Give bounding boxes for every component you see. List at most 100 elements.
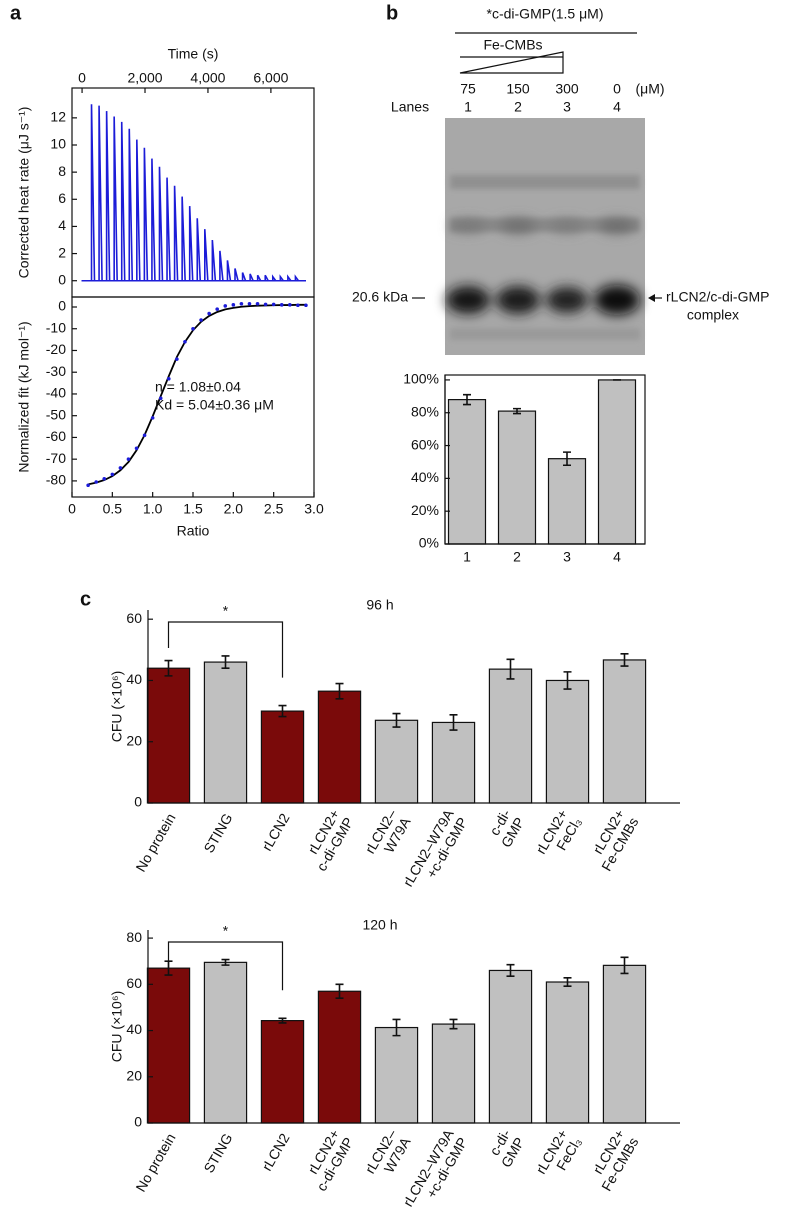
gradient-label: Fe-CMBs bbox=[483, 37, 542, 53]
data-point bbox=[247, 301, 252, 306]
error-bar bbox=[278, 704, 287, 718]
y-tick-label: 20% bbox=[411, 502, 439, 518]
bar bbox=[602, 659, 647, 804]
y-tick-label: 100% bbox=[403, 371, 439, 387]
x-tick-label: 0.5 bbox=[103, 501, 123, 517]
bar bbox=[447, 399, 487, 545]
error-bar bbox=[506, 963, 515, 978]
y-tick-label: 20 bbox=[126, 1067, 142, 1083]
bar bbox=[431, 721, 476, 804]
bar bbox=[146, 967, 191, 1124]
data-point bbox=[102, 476, 107, 481]
heat-spike bbox=[181, 196, 186, 281]
heat-spike bbox=[98, 105, 103, 281]
y-tick-label: 0 bbox=[134, 794, 142, 810]
x-tick-label: rLCN2–W79A+c-di-GMP bbox=[399, 806, 470, 897]
significance-mark: * bbox=[223, 603, 229, 619]
bar bbox=[203, 661, 248, 804]
error-bar bbox=[221, 655, 230, 670]
concentration: 300 bbox=[555, 81, 579, 97]
heat-spike bbox=[241, 272, 247, 281]
bar bbox=[260, 1020, 305, 1124]
band-arrowhead bbox=[648, 294, 655, 302]
data-point bbox=[86, 483, 90, 488]
data-point bbox=[183, 339, 187, 344]
x-tick-label: rLCN2 bbox=[258, 810, 292, 853]
error-bar bbox=[620, 653, 629, 667]
x-tick-label: 1.5 bbox=[183, 501, 203, 517]
x-tick-label: rLCN2+FeCl₃ bbox=[532, 806, 584, 864]
error-bar bbox=[335, 682, 344, 700]
error-bar bbox=[449, 1018, 458, 1030]
bar bbox=[146, 667, 191, 804]
bar bbox=[260, 710, 305, 804]
significance-bracket bbox=[167, 621, 284, 678]
heat-spike bbox=[287, 274, 292, 282]
concentration: 75 bbox=[460, 81, 476, 97]
gradient-triangle bbox=[459, 51, 564, 74]
heat-spike bbox=[196, 218, 202, 281]
data-point bbox=[207, 311, 211, 316]
x-tick-label: 1.0 bbox=[143, 501, 163, 517]
error-bar bbox=[335, 983, 344, 999]
gel-panel: *c-di-GMP(1.5 μM) Fe-CMBs 75 150 300 0 (… bbox=[352, 6, 769, 355]
data-point bbox=[304, 303, 308, 308]
error-bar bbox=[463, 393, 471, 406]
unit: (μM) bbox=[635, 81, 664, 97]
data-point bbox=[175, 357, 179, 361]
bar bbox=[545, 679, 590, 804]
data-point bbox=[255, 301, 260, 306]
error-bar bbox=[563, 977, 572, 987]
x-tick-label: 2.5 bbox=[264, 501, 284, 517]
heat-spike bbox=[219, 250, 224, 281]
concentration: 0 bbox=[613, 81, 621, 97]
heat-spike bbox=[143, 147, 149, 281]
concentration: 150 bbox=[506, 81, 530, 97]
y-tick-label: 0% bbox=[419, 535, 439, 551]
heat-spike bbox=[166, 177, 171, 281]
data-point bbox=[271, 302, 276, 307]
x-tick-label: rLCN2–W79A+c-di-GMP bbox=[399, 1126, 470, 1217]
y-tick-label: 0 bbox=[134, 1114, 142, 1130]
bar bbox=[317, 990, 362, 1124]
heat-spike bbox=[211, 239, 217, 281]
error-bar bbox=[392, 1018, 401, 1037]
x-tick-label: 4,000 bbox=[190, 70, 225, 86]
data-point bbox=[239, 301, 244, 306]
y-tick-label: -30 bbox=[46, 363, 66, 379]
panel-letter: b bbox=[386, 2, 398, 24]
data-point bbox=[279, 303, 284, 307]
y-tick-label: 80% bbox=[411, 403, 439, 419]
y-tick-label: 4 bbox=[58, 217, 66, 233]
x-tick-label: rLCN2–W79A bbox=[361, 1126, 413, 1184]
heat-spike bbox=[226, 260, 232, 281]
bar bbox=[597, 379, 637, 545]
heat-spike bbox=[294, 274, 300, 282]
heat-spike bbox=[120, 121, 126, 281]
heat-spike bbox=[90, 104, 96, 281]
bar bbox=[545, 981, 590, 1124]
y-axis-label: CFU (×10⁶) bbox=[109, 671, 125, 743]
bar bbox=[488, 668, 533, 804]
heat-spike bbox=[151, 158, 156, 281]
x-axis-label: Time (s) bbox=[168, 46, 219, 62]
data-point bbox=[134, 446, 139, 451]
error-bar bbox=[449, 713, 458, 731]
heat-spike bbox=[105, 111, 111, 281]
bar bbox=[488, 969, 533, 1124]
bar bbox=[547, 458, 587, 545]
y-tick-label: 12 bbox=[50, 109, 66, 125]
error-bar bbox=[563, 451, 571, 467]
data-point bbox=[126, 457, 131, 461]
heat-spike bbox=[128, 128, 134, 281]
bar bbox=[374, 1026, 419, 1124]
data-point bbox=[263, 302, 268, 307]
data-point bbox=[158, 396, 163, 401]
x-tick-label: 2 bbox=[513, 549, 521, 565]
fit-line bbox=[87, 303, 306, 486]
x-tick-label: rLCN2+Fe-CMBs bbox=[584, 806, 641, 873]
x-tick-label: rLCN2+c-di-GMP bbox=[299, 806, 356, 873]
heat-spike bbox=[279, 274, 284, 282]
x-tick-label: 6,000 bbox=[253, 70, 288, 86]
x-tick-label: 2,000 bbox=[127, 70, 162, 86]
